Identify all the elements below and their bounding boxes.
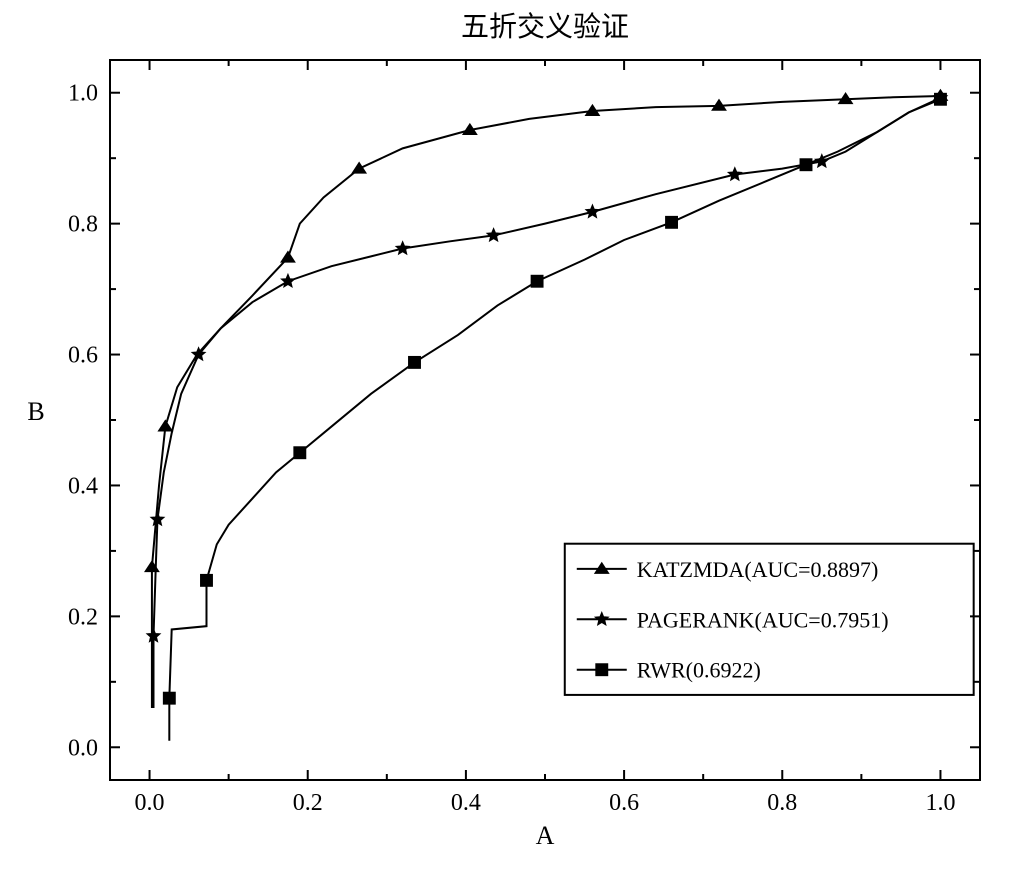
square-marker: [294, 447, 306, 459]
square-marker: [163, 692, 175, 704]
y-axis-label: B: [27, 397, 44, 426]
legend-label-katzmda: KATZMDA(AUC=0.8897): [637, 557, 879, 582]
square-marker: [409, 356, 421, 368]
line-chart-svg: 五折交义验证 0.0 0.2 0.4 0.6 0.8 1.0 0.0 0.2 0.4 0.6 0.8 1…: [0, 0, 1013, 871]
x-tick-label: 0.6: [609, 790, 639, 816]
legend-label-pagerank: PAGERANK(AUC=0.7951): [637, 607, 889, 632]
square-marker: [201, 574, 213, 586]
star-marker: [586, 205, 599, 218]
y-tick-label: 1.0: [68, 81, 98, 107]
triangle-marker: [352, 162, 366, 173]
x-tick-label: 0.4: [451, 790, 481, 816]
y-tick-label: 0.4: [68, 473, 98, 499]
x-tick-label: 0.0: [135, 790, 165, 816]
star-marker: [728, 168, 741, 181]
square-marker: [531, 275, 543, 287]
y-tick-label: 0.2: [68, 604, 98, 630]
y-tick-label: 0.0: [68, 735, 98, 761]
star-marker: [487, 228, 500, 241]
square-marker: [596, 664, 608, 676]
chart-container: 五折交义验证 0.0 0.2 0.4 0.6 0.8 1.0 0.0 0.2 0.4 0.6 0.8 1…: [0, 0, 1013, 871]
triangle-marker: [158, 420, 172, 431]
square-marker: [935, 93, 947, 105]
triangle-marker: [281, 251, 295, 262]
square-marker: [800, 159, 812, 171]
star-marker: [595, 612, 608, 625]
series-line-rwr: [169, 99, 940, 740]
x-tick-label: 0.8: [767, 790, 797, 816]
chart-title: 五折交义验证: [461, 11, 629, 43]
square-marker: [666, 216, 678, 228]
star-marker: [396, 242, 409, 255]
plot-border: [110, 60, 980, 780]
legend: KATZMDA(AUC=0.8897) PAGERANK(AUC=0.7951) R…: [565, 544, 974, 695]
x-tick-label: 0.2: [293, 790, 323, 816]
y-tick-label: 0.6: [68, 343, 98, 369]
y-tick-label: 0.8: [68, 212, 98, 238]
x-tick-label: 1.0: [925, 790, 955, 816]
x-axis-label: A: [536, 821, 555, 850]
legend-label-rwr: RWR(0.6922): [637, 658, 761, 683]
series-rwr: [163, 93, 946, 740]
